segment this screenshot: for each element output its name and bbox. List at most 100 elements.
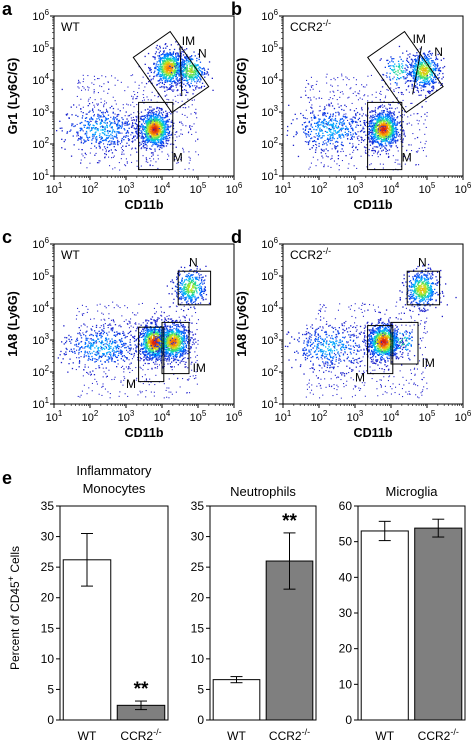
event-dot — [341, 134, 344, 136]
event-dot — [178, 55, 180, 57]
event-dot — [428, 58, 430, 60]
event-dot — [431, 52, 433, 55]
event-dot — [371, 129, 373, 131]
event-dot — [329, 136, 331, 138]
event-dot — [91, 82, 93, 84]
event-dot — [362, 128, 364, 130]
event-dot — [430, 77, 432, 80]
event-dot — [353, 116, 355, 118]
event-dot — [332, 137, 334, 139]
event-dot — [84, 120, 86, 122]
event-dot — [142, 139, 144, 141]
event-dot — [403, 71, 405, 73]
event-dot — [104, 156, 106, 158]
event-dot — [101, 75, 103, 77]
event-dot — [149, 134, 151, 137]
event-dot — [329, 116, 331, 119]
event-dot — [426, 56, 428, 59]
event-dot — [157, 116, 159, 119]
event-dot — [320, 122, 322, 124]
event-dot — [176, 79, 178, 81]
event-dot — [431, 80, 433, 82]
event-dot — [431, 72, 433, 74]
event-dot — [162, 134, 164, 136]
event-dot — [103, 83, 105, 85]
event-dot — [198, 56, 201, 58]
event-dot — [337, 89, 339, 91]
event-dot — [423, 56, 426, 58]
event-dot — [306, 141, 308, 143]
event-dot — [171, 58, 174, 60]
event-dot — [188, 162, 190, 164]
event-dot — [142, 126, 144, 128]
event-dot — [164, 71, 167, 73]
event-dot — [132, 125, 134, 127]
event-dot — [150, 118, 153, 120]
event-dot — [184, 75, 186, 77]
event-dot — [131, 125, 133, 127]
event-dot — [420, 56, 422, 58]
event-dot — [150, 148, 152, 150]
event-dot — [159, 45, 161, 47]
event-dot — [309, 140, 311, 142]
event-dot — [166, 55, 168, 57]
event-dot — [429, 76, 431, 78]
event-dot — [85, 130, 88, 133]
event-dot — [83, 78, 85, 80]
gate-divider — [179, 46, 183, 97]
event-dot — [148, 136, 150, 139]
event-dot — [125, 135, 127, 137]
event-dot — [156, 125, 158, 127]
event-dot — [116, 115, 118, 117]
event-dot — [426, 58, 428, 60]
event-dot — [397, 150, 399, 152]
event-dot — [385, 148, 387, 150]
event-dot — [80, 137, 82, 139]
event-dot — [406, 123, 408, 125]
event-dot — [365, 147, 367, 149]
event-dot — [203, 85, 206, 87]
event-dot — [387, 124, 389, 126]
event-dot — [317, 127, 319, 129]
event-dot — [145, 134, 148, 136]
event-dot — [145, 136, 147, 138]
event-dot — [85, 113, 87, 115]
event-dot — [173, 71, 175, 73]
event-dot — [398, 87, 400, 89]
event-dot — [94, 137, 97, 139]
event-dot — [157, 107, 159, 109]
event-dot — [410, 67, 412, 69]
event-dot — [139, 125, 141, 128]
event-dot — [287, 125, 289, 128]
event-dot — [392, 132, 395, 134]
event-dot — [389, 126, 391, 128]
event-dot — [156, 114, 158, 116]
event-dot — [410, 73, 412, 75]
event-dot — [176, 131, 178, 133]
event-dot — [402, 60, 404, 62]
event-dot — [89, 130, 91, 132]
event-dot — [87, 121, 89, 123]
event-dot — [147, 72, 149, 74]
event-dot — [191, 77, 193, 79]
event-dot — [305, 109, 307, 111]
event-dot — [185, 66, 187, 68]
event-dot — [163, 128, 165, 130]
event-dot — [434, 65, 436, 67]
event-dot — [169, 76, 171, 78]
event-dot — [114, 84, 116, 86]
event-dot — [93, 104, 95, 106]
event-dot — [172, 51, 175, 53]
event-dot — [160, 68, 162, 70]
event-dot — [368, 132, 370, 134]
event-dot — [401, 72, 403, 74]
event-dot — [143, 97, 145, 99]
event-dot — [157, 69, 159, 71]
event-dot — [131, 161, 133, 163]
event-dot — [117, 132, 120, 134]
event-dot — [296, 118, 298, 120]
event-dot — [138, 84, 140, 86]
event-dot — [142, 121, 145, 123]
event-dot — [94, 133, 96, 135]
event-dot — [169, 84, 171, 86]
